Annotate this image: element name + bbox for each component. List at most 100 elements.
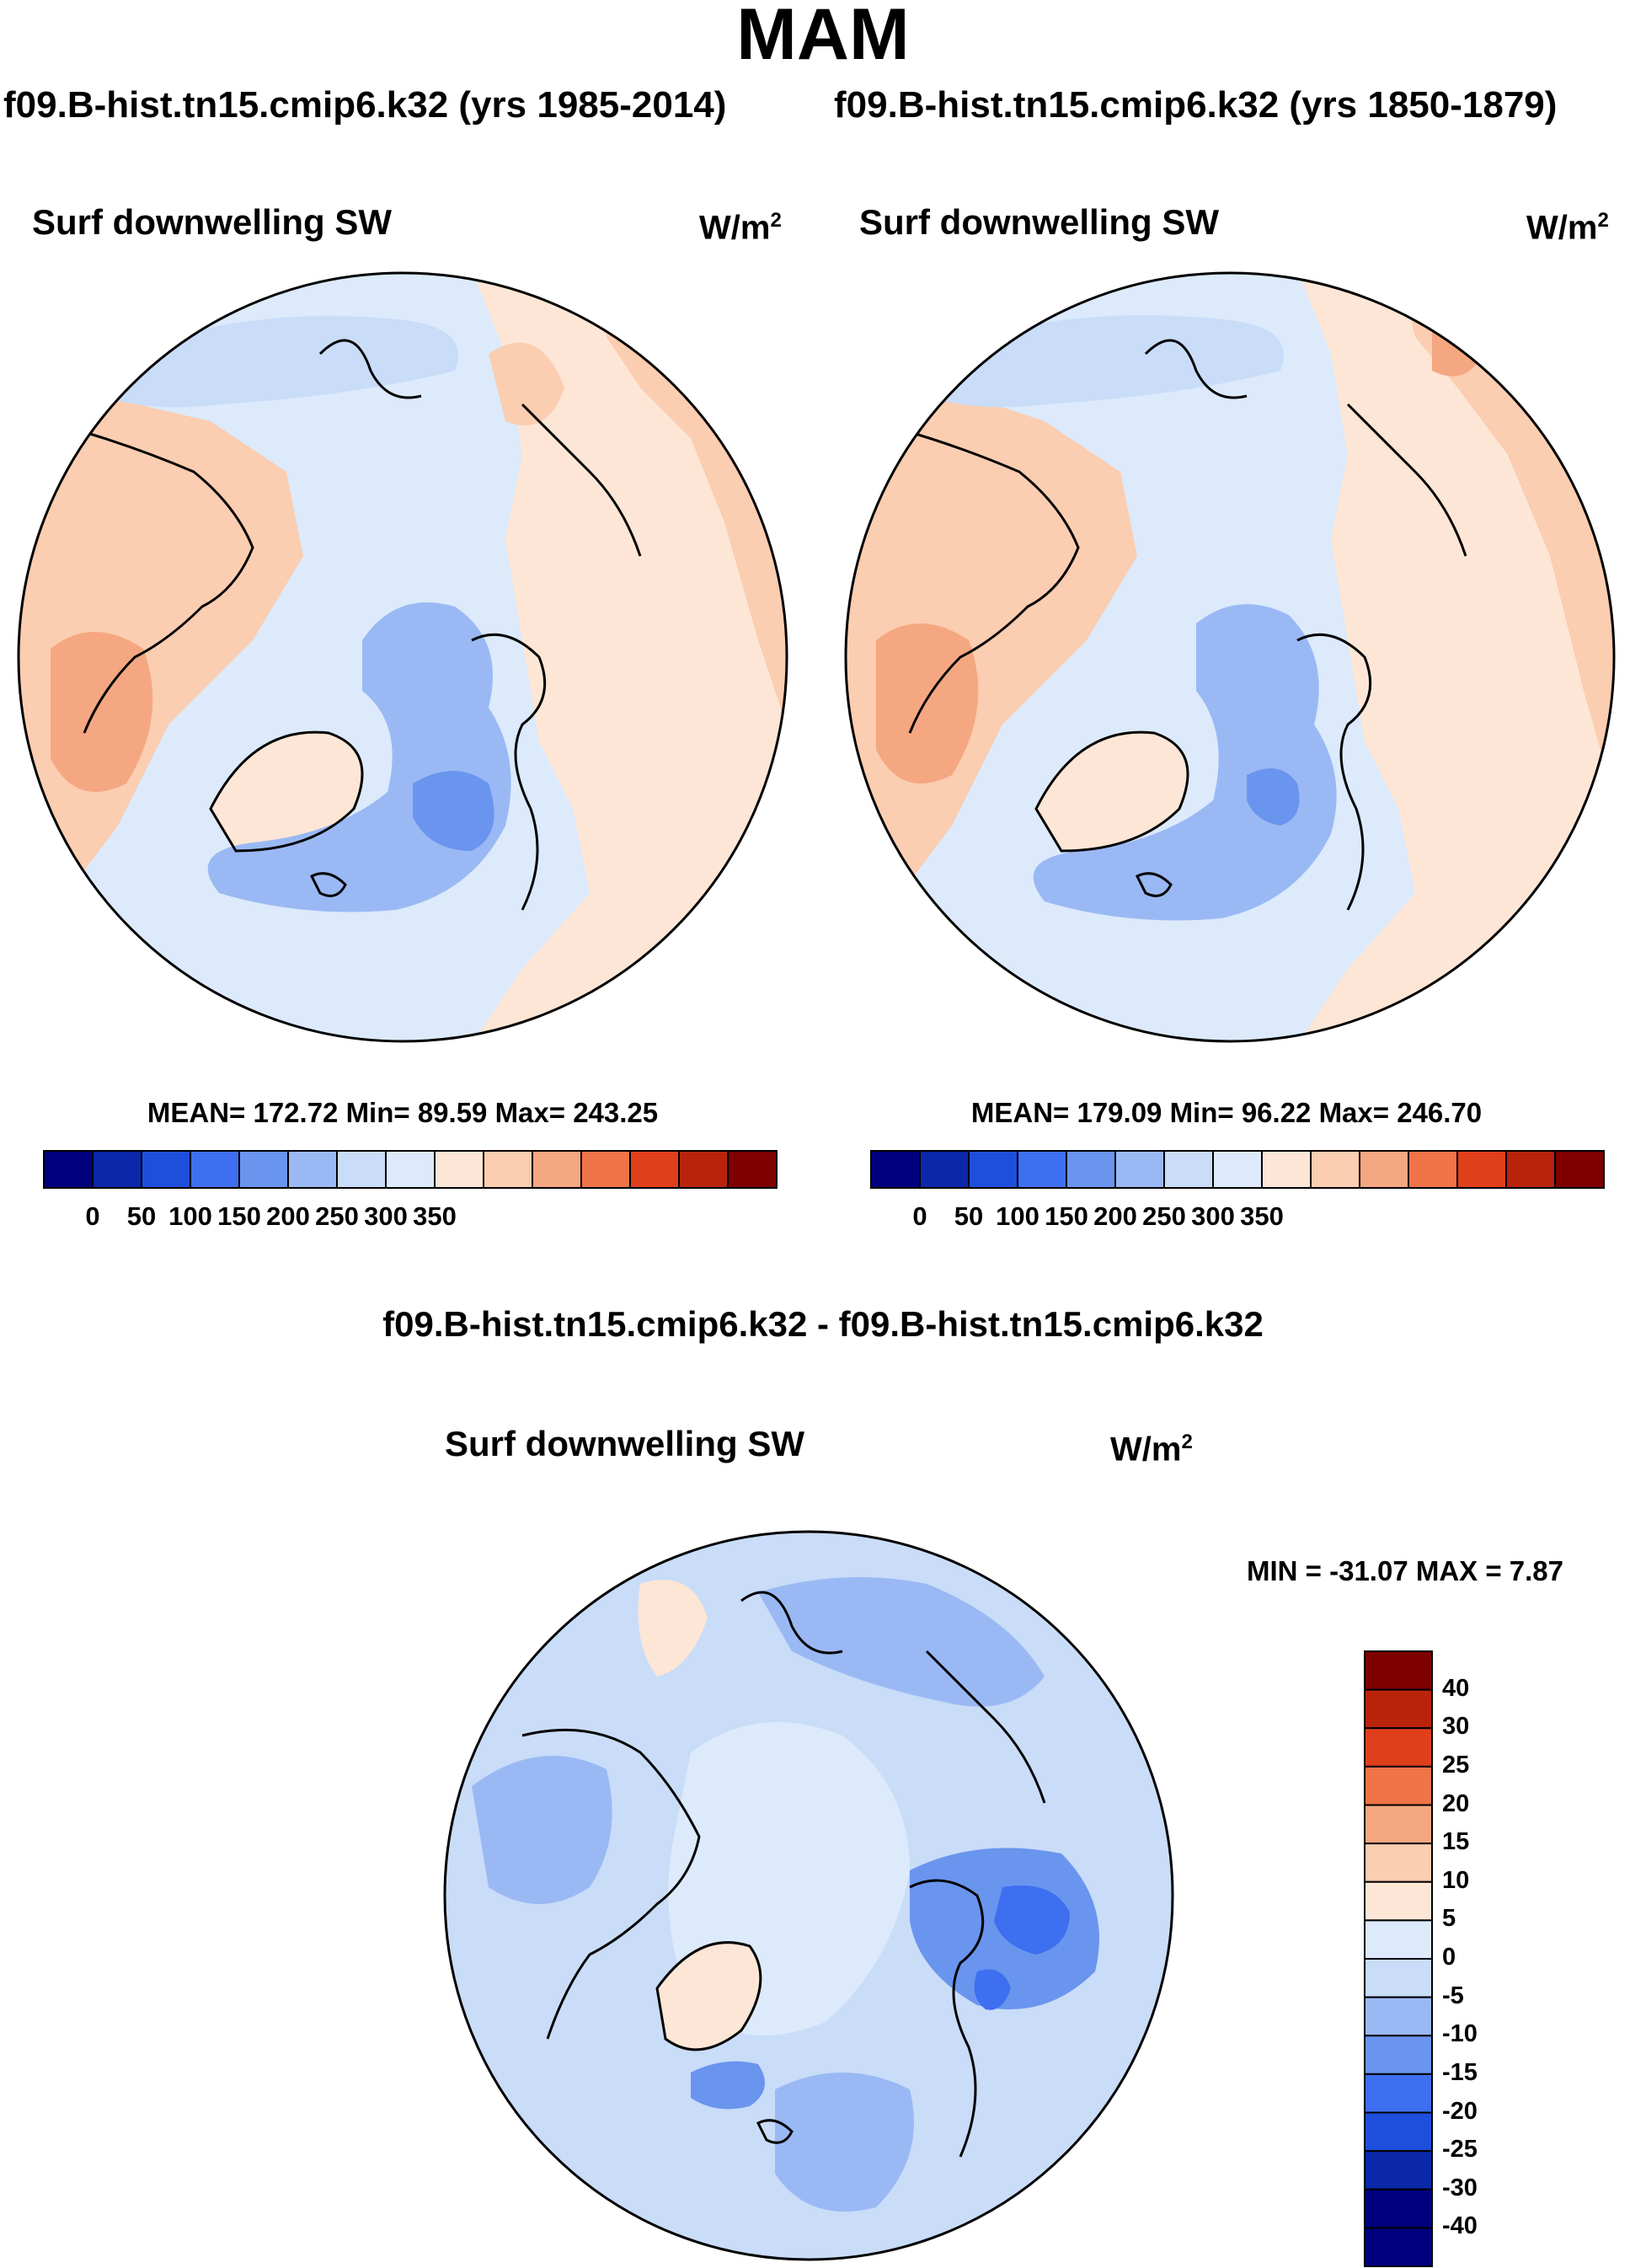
colorbar-box: [1408, 1150, 1458, 1189]
colorbar-tick-label: 30: [1442, 1713, 1470, 1741]
colorbar-tick-label: -20: [1442, 2097, 1478, 2125]
colorbar-tick-label: 0: [85, 1201, 100, 1231]
panel2-coastlines: [900, 339, 1467, 911]
colorbar-box: [1505, 1150, 1556, 1189]
colorbar-box: [580, 1150, 631, 1189]
colorbar-tick-label: 200: [266, 1201, 310, 1231]
colorbar-box: [1359, 1150, 1409, 1189]
panel2-units: W/m2: [1526, 209, 1609, 247]
panel1-coastlines: [75, 339, 642, 911]
colorbar-box: [919, 1150, 970, 1189]
colorbar-box: [532, 1150, 582, 1189]
colorbar-tick-label: 15: [1442, 1828, 1470, 1856]
colorbar-box: [1364, 2227, 1433, 2267]
colorbar-tick-label: -30: [1442, 2174, 1478, 2201]
colorbar-tick-label: 20: [1442, 1789, 1470, 1817]
colorbar-tick-label: -25: [1442, 2136, 1478, 2164]
colorbar-tick-label: 100: [996, 1201, 1039, 1231]
colorbar-box: [141, 1150, 191, 1189]
colorbar-box: [1364, 1804, 1433, 1845]
panel2-arctic-cool: [1033, 604, 1337, 921]
colorbar-box: [43, 1150, 94, 1189]
panel3-colorbar: [1364, 1650, 1433, 2267]
colorbar-box: [1364, 1996, 1433, 2037]
colorbar-box: [1364, 1843, 1433, 1883]
colorbar-tick-label: 350: [413, 1201, 457, 1231]
panel1-stats: MEAN= 172.72 Min= 89.59 Max= 243.25: [147, 1097, 659, 1128]
panel3-barents-strong: [994, 1886, 1070, 1955]
panel1-colorbar: [43, 1150, 778, 1189]
panel3-atlantic-cool: [775, 2073, 914, 2212]
panel1-map-border: [17, 271, 788, 1043]
panel3-greenland-warm: [657, 1942, 761, 2050]
colorbar-box: [629, 1150, 680, 1189]
colorbar-box: [434, 1150, 484, 1189]
colorbar-tick-label: -15: [1442, 2058, 1478, 2086]
colorbar-tick-label: 250: [315, 1201, 359, 1231]
panel3-units: W/m2: [1110, 1431, 1193, 1468]
panel2-map-border: [844, 271, 1616, 1043]
panel1-variable-title: Surf downwelling SW: [32, 202, 392, 242]
colorbar-tick-label: -5: [1442, 1982, 1464, 2009]
diff-panel-title: f09.B-hist.tn15.cmip6.k32 - f09.B-hist.t…: [382, 1304, 1264, 1344]
colorbar-tick-label: 300: [1191, 1201, 1235, 1231]
colorbar-box: [238, 1150, 289, 1189]
panel3-labrador-cool: [691, 2061, 765, 2110]
panel2-stats: MEAN= 179.09 Min= 96.22 Max= 246.70: [970, 1097, 1483, 1128]
colorbar-tick-label: 50: [954, 1201, 984, 1231]
colorbar-box: [1364, 1650, 1433, 1691]
panel3-baltic-strong: [974, 1969, 1011, 2010]
colorbar-box: [483, 1150, 533, 1189]
panel3-stats: MIN = -31.07 MAX = 7.87: [1247, 1555, 1564, 1586]
colorbar-tick-label: 200: [1093, 1201, 1137, 1231]
panel1-greenland: [211, 732, 362, 851]
colorbar-tick-label: 5: [1442, 1905, 1456, 1933]
panel1-namerica-hot: [51, 632, 153, 792]
figure-title: MAM: [736, 0, 910, 75]
panel1-units: W/m2: [699, 209, 782, 247]
colorbar-box: [1364, 2111, 1433, 2153]
colorbar-tick-label: -40: [1442, 2212, 1478, 2240]
colorbar-box: [1554, 1150, 1605, 1189]
panel2-colorbar: [870, 1150, 1605, 1189]
colorbar-tick-label: 300: [364, 1201, 408, 1231]
colorbar-box: [1364, 1765, 1433, 1806]
panel3-siberia-cool: [758, 1577, 1045, 1707]
colorbar-box: [1364, 1880, 1433, 1922]
colorbar-box: [1310, 1150, 1360, 1189]
panel1-map: [19, 273, 787, 1041]
colorbar-tick-label: 250: [1142, 1201, 1186, 1231]
colorbar-box: [1364, 2150, 1433, 2190]
colorbar-tick-label: 100: [168, 1201, 212, 1231]
colorbar-box: [385, 1150, 436, 1189]
colorbar-box: [1066, 1150, 1116, 1189]
colorbar-box: [1163, 1150, 1214, 1189]
colorbar-box: [1364, 2073, 1433, 2114]
panel2-variable-title: Surf downwelling SW: [859, 202, 1219, 242]
colorbar-box: [1114, 1150, 1165, 1189]
colorbar-tick-label: 0: [912, 1201, 927, 1231]
panel3-pacific-cool: [472, 1756, 612, 1904]
colorbar-box: [1364, 1958, 1433, 1998]
panel3-map: [445, 1532, 1173, 2260]
colorbar-tick-label: 150: [217, 1201, 261, 1231]
colorbar-box: [870, 1150, 921, 1189]
colorbar-box: [190, 1150, 240, 1189]
colorbar-tick-label: 350: [1240, 1201, 1284, 1231]
panel1-norwegian-sea: [413, 771, 494, 851]
colorbar-box: [1017, 1150, 1067, 1189]
colorbar-tick-label: -10: [1442, 2020, 1478, 2048]
panel3-variable-title: Surf downwelling SW: [445, 1424, 804, 1463]
colorbar-tick-label: 150: [1045, 1201, 1088, 1231]
colorbar-box: [1456, 1150, 1507, 1189]
colorbar-box: [1364, 1727, 1433, 1768]
panel1-east-asia-patch: [489, 342, 564, 425]
colorbar-box: [678, 1150, 729, 1189]
colorbar-box: [92, 1150, 142, 1189]
colorbar-box: [1212, 1150, 1263, 1189]
colorbar-box: [336, 1150, 387, 1189]
panel2-norwegian-sea: [1247, 768, 1300, 826]
colorbar-tick-label: 25: [1442, 1751, 1470, 1779]
colorbar-box: [1364, 2188, 1433, 2229]
